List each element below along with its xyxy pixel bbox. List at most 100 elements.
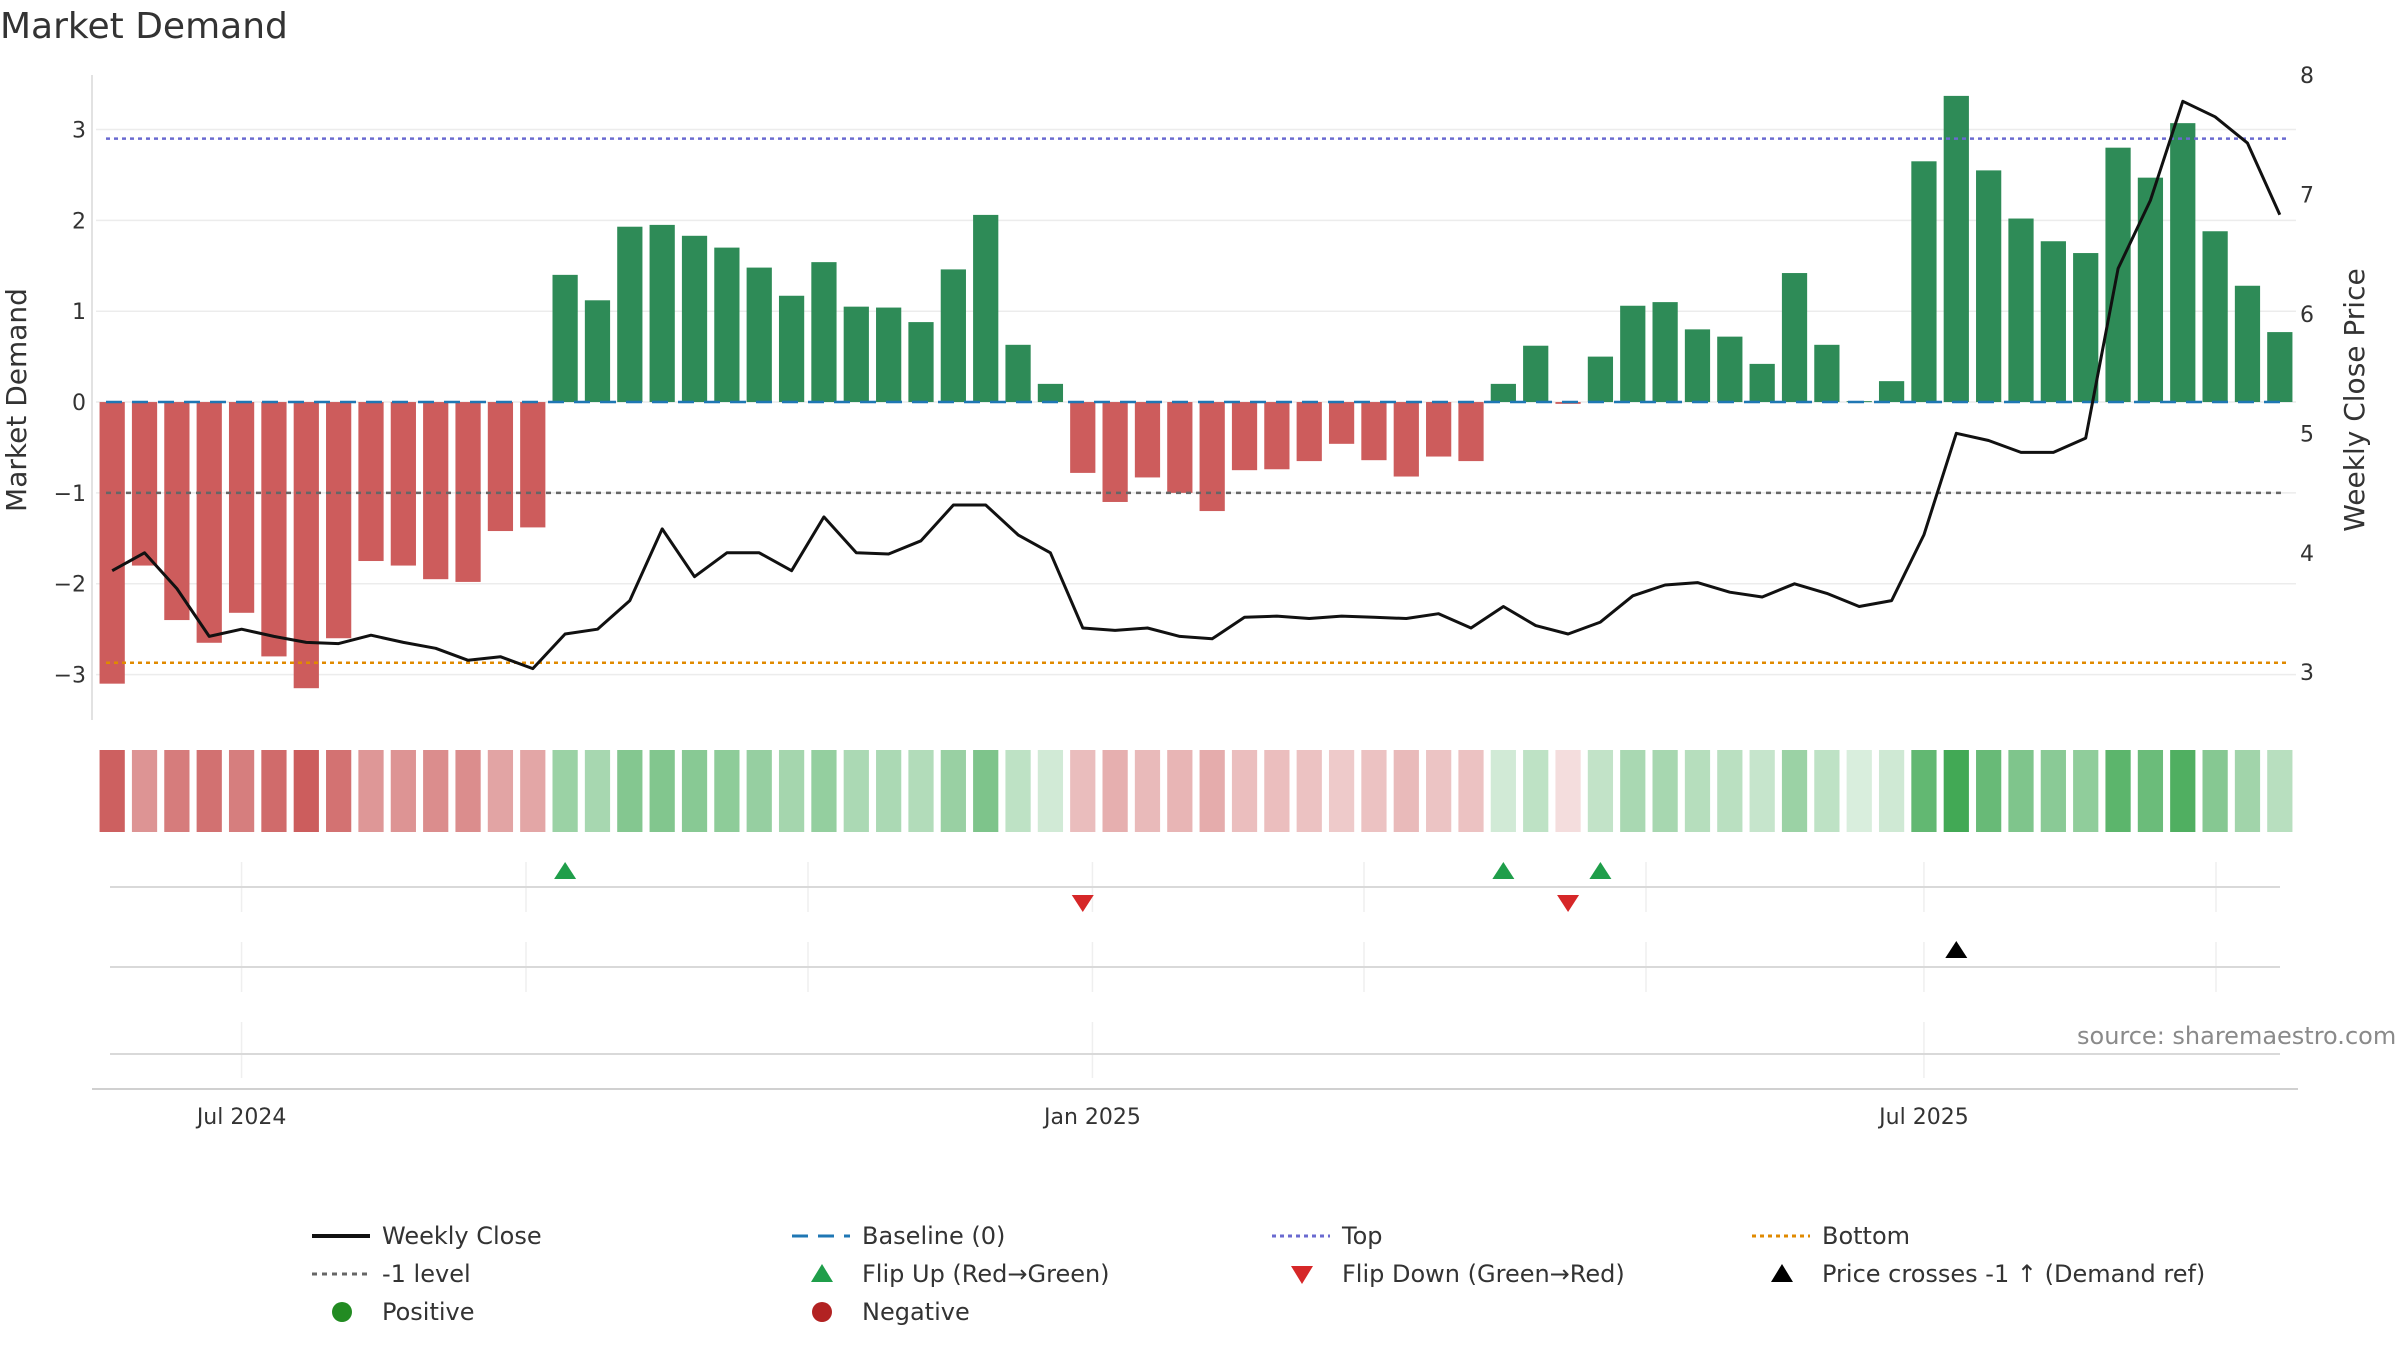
legend-label: Bottom: [1822, 1222, 1911, 1250]
positive-heat-cell: [876, 750, 902, 832]
flip-down-marker: [1557, 895, 1580, 912]
negative-heat-cell: [1393, 750, 1419, 832]
positive-bar: [649, 224, 675, 403]
positive-heat-cell: [1652, 750, 1678, 832]
flip-up-marker: [1492, 862, 1515, 879]
x-tick-label: Jul 2025: [1877, 1105, 1969, 1130]
positive-bar: [2170, 123, 2196, 403]
positive-bar: [584, 300, 611, 403]
left-tick-label: −1: [54, 482, 86, 507]
price-cross-marker: [1945, 941, 1968, 958]
positive-bar: [1976, 170, 2002, 403]
negative-heat-cell: [261, 750, 287, 832]
legend-line-icon: [312, 1234, 370, 1238]
positive-heat-cell: [940, 750, 966, 832]
positive-bar: [940, 269, 966, 403]
positive-bar: [908, 322, 934, 403]
negative-heat-cell: [228, 750, 255, 832]
legend-item-flip-up: Flip Up (Red→Green): [780, 1256, 1110, 1292]
left-tick-label: 1: [72, 300, 86, 325]
positive-bar: [1814, 344, 1840, 403]
negative-heat-cell: [455, 750, 481, 832]
left-tick-label: −3: [54, 664, 86, 689]
legend: Weekly Close Baseline (0) Top Bottom -1 …: [300, 1218, 2260, 1338]
negative-heat-cell: [520, 750, 546, 832]
positive-heat-cell: [908, 750, 934, 832]
negative-bar: [1070, 402, 1096, 473]
right-tick-label: 5: [2300, 422, 2314, 447]
negative-bar: [164, 402, 190, 621]
positive-bar: [617, 226, 643, 403]
negative-heat-cell: [390, 750, 416, 832]
triangle-down-icon: [1291, 1266, 1313, 1284]
negative-bar: [1361, 402, 1387, 461]
left-tick-label: 3: [72, 119, 86, 144]
positive-heat-cell: [843, 750, 869, 832]
positive-heat-cell: [1911, 750, 1937, 832]
legend-item-top: Top: [1260, 1218, 1383, 1254]
positive-heat-cell: [1587, 750, 1614, 832]
positive-heat-cell: [1005, 750, 1031, 832]
positive-bar: [1620, 305, 1646, 403]
legend-dotted-icon: [312, 1272, 370, 1276]
negative-bar: [326, 402, 352, 639]
negative-bar: [358, 402, 384, 562]
positive-bar: [778, 295, 805, 403]
left-tick-label: 0: [72, 391, 86, 416]
legend-label: Flip Up (Red→Green): [862, 1260, 1110, 1288]
positive-heat-cell: [2202, 750, 2228, 832]
positive-bar: [876, 307, 902, 403]
legend-label: -1 level: [382, 1260, 471, 1288]
positive-heat-cell: [2267, 750, 2293, 832]
positive-bar: [843, 306, 869, 403]
legend-label: Price crosses -1 ↑ (Demand ref): [1822, 1260, 2206, 1288]
right-axis-label: Weekly Close Price: [2338, 268, 2371, 531]
positive-bar: [2073, 253, 2099, 403]
negative-heat-cell: [1264, 750, 1290, 832]
flip-down-marker: [1071, 895, 1094, 912]
legend-label: Flip Down (Green→Red): [1342, 1260, 1625, 1288]
positive-bar: [681, 235, 708, 403]
negative-bar: [131, 402, 158, 566]
negative-bar: [1231, 402, 1258, 471]
chart-title: Market Demand: [0, 6, 288, 47]
left-tick-label: 2: [72, 209, 86, 234]
negative-bar: [1167, 402, 1193, 493]
legend-label: Top: [1342, 1222, 1383, 1250]
legend-label: Baseline (0): [862, 1222, 1006, 1250]
positive-heat-cell: [1846, 750, 1872, 832]
legend-item-negative: Negative: [780, 1294, 970, 1330]
positive-heat-cell: [2008, 750, 2034, 832]
positive-heat-cell: [1037, 750, 1064, 832]
negative-heat-cell: [1426, 750, 1452, 832]
positive-bar: [746, 267, 772, 403]
legend-item-bottom: Bottom: [1740, 1218, 1910, 1254]
positive-heat-cell: [1878, 750, 1905, 832]
triangle-up-icon: [811, 1264, 833, 1282]
triangle-up-icon: [1771, 1264, 1793, 1282]
flip-up-marker: [554, 862, 577, 879]
positive-bar: [714, 247, 740, 403]
legend-item-price-cross: Price crosses -1 ↑ (Demand ref): [1740, 1256, 2205, 1292]
positive-bar: [973, 214, 999, 403]
positive-heat-cell: [2234, 750, 2261, 832]
legend-dotted-icon: [1272, 1234, 1330, 1238]
weekly-close-line: [111, 99, 2282, 671]
negative-bar: [1458, 402, 1484, 462]
positive-heat-cell: [973, 750, 999, 832]
positive-heat-cell: [1684, 750, 1711, 832]
positive-bar: [2040, 241, 2066, 403]
positive-bar: [2267, 332, 2293, 403]
right-tick-label: 4: [2300, 542, 2314, 567]
circle-icon: [332, 1302, 352, 1322]
negative-heat-cell: [164, 750, 190, 832]
positive-heat-cell: [649, 750, 675, 832]
positive-bar: [1717, 336, 1743, 403]
right-tick-label: 6: [2300, 303, 2314, 328]
negative-bar: [520, 402, 546, 528]
legend-label: Positive: [382, 1298, 475, 1326]
negative-heat-cell: [131, 750, 158, 832]
positive-heat-cell: [2073, 750, 2099, 832]
negative-bar: [261, 402, 287, 657]
